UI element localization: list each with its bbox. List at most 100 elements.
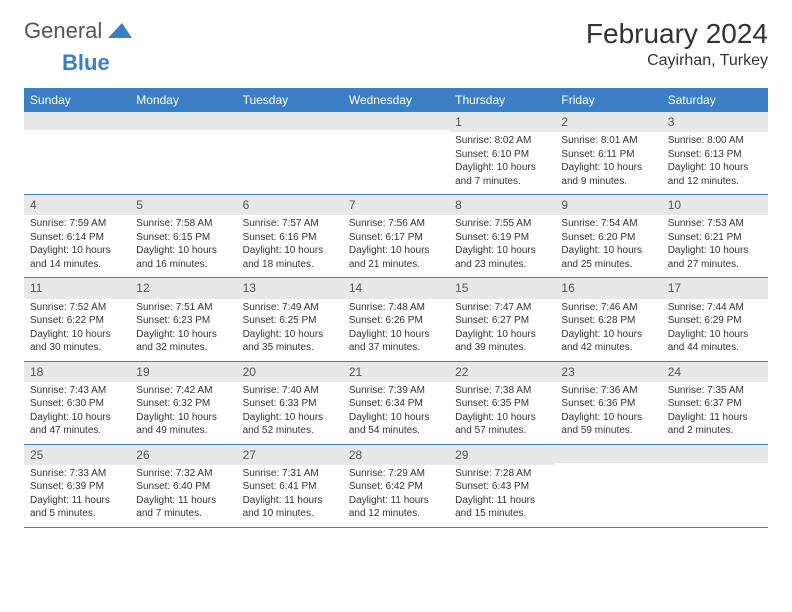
day-data: Sunrise: 7:32 AMSunset: 6:40 PMDaylight:… (130, 465, 236, 527)
day-data: Sunrise: 7:53 AMSunset: 6:21 PMDaylight:… (662, 215, 768, 277)
weekday-header: Tuesday (237, 89, 343, 112)
day-data: Sunrise: 7:33 AMSunset: 6:39 PMDaylight:… (24, 465, 130, 527)
day-data: Sunrise: 7:46 AMSunset: 6:28 PMDaylight:… (555, 299, 661, 361)
logo: General (24, 18, 132, 44)
calendar-empty (662, 444, 768, 527)
day-data: Sunrise: 8:00 AMSunset: 6:13 PMDaylight:… (662, 132, 768, 194)
day-number: 1 (449, 112, 555, 132)
day-number: 5 (130, 195, 236, 215)
day-data: Sunrise: 7:54 AMSunset: 6:20 PMDaylight:… (555, 215, 661, 277)
calendar-empty (343, 112, 449, 195)
day-number: 7 (343, 195, 449, 215)
day-number: 22 (449, 362, 555, 382)
day-number: 8 (449, 195, 555, 215)
logo-text-general: General (24, 18, 102, 43)
day-data: Sunrise: 8:01 AMSunset: 6:11 PMDaylight:… (555, 132, 661, 194)
calendar-body: 1Sunrise: 8:02 AMSunset: 6:10 PMDaylight… (24, 112, 768, 528)
calendar-day: 28Sunrise: 7:29 AMSunset: 6:42 PMDayligh… (343, 444, 449, 527)
day-data: Sunrise: 8:02 AMSunset: 6:10 PMDaylight:… (449, 132, 555, 194)
day-data: Sunrise: 7:47 AMSunset: 6:27 PMDaylight:… (449, 299, 555, 361)
calendar-empty (24, 112, 130, 195)
day-data: Sunrise: 7:44 AMSunset: 6:29 PMDaylight:… (662, 299, 768, 361)
calendar-table: SundayMondayTuesdayWednesdayThursdayFrid… (24, 88, 768, 528)
calendar-day: 26Sunrise: 7:32 AMSunset: 6:40 PMDayligh… (130, 444, 236, 527)
day-number: 14 (343, 278, 449, 298)
day-number: 2 (555, 112, 661, 132)
calendar-day: 4Sunrise: 7:59 AMSunset: 6:14 PMDaylight… (24, 195, 130, 278)
calendar-head: SundayMondayTuesdayWednesdayThursdayFrid… (24, 89, 768, 112)
calendar-day: 13Sunrise: 7:49 AMSunset: 6:25 PMDayligh… (237, 278, 343, 361)
day-data: Sunrise: 7:56 AMSunset: 6:17 PMDaylight:… (343, 215, 449, 277)
calendar-day: 27Sunrise: 7:31 AMSunset: 6:41 PMDayligh… (237, 444, 343, 527)
day-data: Sunrise: 7:59 AMSunset: 6:14 PMDaylight:… (24, 215, 130, 277)
day-data: Sunrise: 7:49 AMSunset: 6:25 PMDaylight:… (237, 299, 343, 361)
day-number: 12 (130, 278, 236, 298)
day-data: Sunrise: 7:38 AMSunset: 6:35 PMDaylight:… (449, 382, 555, 444)
calendar-day: 15Sunrise: 7:47 AMSunset: 6:27 PMDayligh… (449, 278, 555, 361)
day-number: 11 (24, 278, 130, 298)
day-number: 19 (130, 362, 236, 382)
calendar-day: 25Sunrise: 7:33 AMSunset: 6:39 PMDayligh… (24, 444, 130, 527)
weekday-header: Wednesday (343, 89, 449, 112)
day-number: 28 (343, 445, 449, 465)
calendar-day: 19Sunrise: 7:42 AMSunset: 6:32 PMDayligh… (130, 361, 236, 444)
day-number: 10 (662, 195, 768, 215)
day-number: 26 (130, 445, 236, 465)
day-number: 3 (662, 112, 768, 132)
calendar-day: 17Sunrise: 7:44 AMSunset: 6:29 PMDayligh… (662, 278, 768, 361)
day-data: Sunrise: 7:55 AMSunset: 6:19 PMDaylight:… (449, 215, 555, 277)
day-data: Sunrise: 7:48 AMSunset: 6:26 PMDaylight:… (343, 299, 449, 361)
calendar-day: 23Sunrise: 7:36 AMSunset: 6:36 PMDayligh… (555, 361, 661, 444)
day-number: 24 (662, 362, 768, 382)
day-number: 23 (555, 362, 661, 382)
day-data: Sunrise: 7:40 AMSunset: 6:33 PMDaylight:… (237, 382, 343, 444)
day-data: Sunrise: 7:35 AMSunset: 6:37 PMDaylight:… (662, 382, 768, 444)
day-number: 13 (237, 278, 343, 298)
calendar-day: 6Sunrise: 7:57 AMSunset: 6:16 PMDaylight… (237, 195, 343, 278)
day-number: 29 (449, 445, 555, 465)
day-data: Sunrise: 7:51 AMSunset: 6:23 PMDaylight:… (130, 299, 236, 361)
calendar-day: 22Sunrise: 7:38 AMSunset: 6:35 PMDayligh… (449, 361, 555, 444)
day-data: Sunrise: 7:57 AMSunset: 6:16 PMDaylight:… (237, 215, 343, 277)
day-number: 27 (237, 445, 343, 465)
calendar-empty (555, 444, 661, 527)
calendar-day: 1Sunrise: 8:02 AMSunset: 6:10 PMDaylight… (449, 112, 555, 195)
day-number: 9 (555, 195, 661, 215)
weekday-header: Monday (130, 89, 236, 112)
title-block: February 2024 Cayirhan, Turkey (586, 18, 768, 70)
day-number: 25 (24, 445, 130, 465)
day-data: Sunrise: 7:43 AMSunset: 6:30 PMDaylight:… (24, 382, 130, 444)
calendar-day: 16Sunrise: 7:46 AMSunset: 6:28 PMDayligh… (555, 278, 661, 361)
calendar-day: 24Sunrise: 7:35 AMSunset: 6:37 PMDayligh… (662, 361, 768, 444)
calendar-day: 14Sunrise: 7:48 AMSunset: 6:26 PMDayligh… (343, 278, 449, 361)
month-title: February 2024 (586, 18, 768, 50)
calendar-day: 8Sunrise: 7:55 AMSunset: 6:19 PMDaylight… (449, 195, 555, 278)
calendar-empty (130, 112, 236, 195)
weekday-header: Saturday (662, 89, 768, 112)
calendar-day: 2Sunrise: 8:01 AMSunset: 6:11 PMDaylight… (555, 112, 661, 195)
calendar-day: 3Sunrise: 8:00 AMSunset: 6:13 PMDaylight… (662, 112, 768, 195)
weekday-header: Sunday (24, 89, 130, 112)
calendar-day: 21Sunrise: 7:39 AMSunset: 6:34 PMDayligh… (343, 361, 449, 444)
calendar-day: 11Sunrise: 7:52 AMSunset: 6:22 PMDayligh… (24, 278, 130, 361)
calendar-day: 5Sunrise: 7:58 AMSunset: 6:15 PMDaylight… (130, 195, 236, 278)
day-data: Sunrise: 7:31 AMSunset: 6:41 PMDaylight:… (237, 465, 343, 527)
day-data: Sunrise: 7:29 AMSunset: 6:42 PMDaylight:… (343, 465, 449, 527)
location: Cayirhan, Turkey (586, 52, 768, 70)
calendar-day: 12Sunrise: 7:51 AMSunset: 6:23 PMDayligh… (130, 278, 236, 361)
day-data: Sunrise: 7:28 AMSunset: 6:43 PMDaylight:… (449, 465, 555, 527)
calendar-day: 29Sunrise: 7:28 AMSunset: 6:43 PMDayligh… (449, 444, 555, 527)
calendar-day: 18Sunrise: 7:43 AMSunset: 6:30 PMDayligh… (24, 361, 130, 444)
day-number: 18 (24, 362, 130, 382)
calendar-empty (237, 112, 343, 195)
day-number: 20 (237, 362, 343, 382)
calendar-day: 10Sunrise: 7:53 AMSunset: 6:21 PMDayligh… (662, 195, 768, 278)
weekday-header: Thursday (449, 89, 555, 112)
logo-triangle-icon (108, 20, 132, 38)
day-data: Sunrise: 7:39 AMSunset: 6:34 PMDaylight:… (343, 382, 449, 444)
day-number: 21 (343, 362, 449, 382)
day-number: 6 (237, 195, 343, 215)
day-number: 15 (449, 278, 555, 298)
day-data: Sunrise: 7:58 AMSunset: 6:15 PMDaylight:… (130, 215, 236, 277)
day-data: Sunrise: 7:42 AMSunset: 6:32 PMDaylight:… (130, 382, 236, 444)
